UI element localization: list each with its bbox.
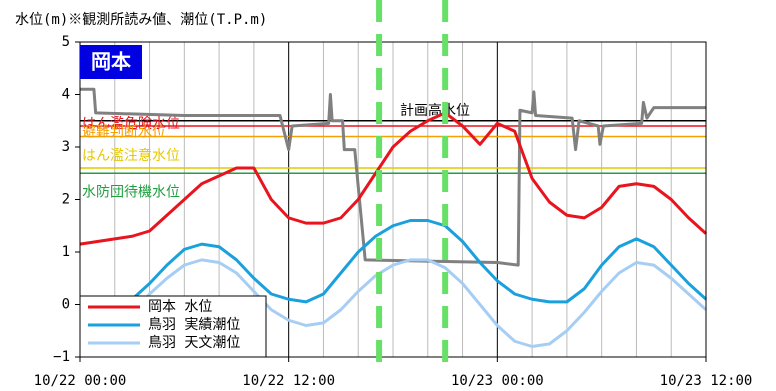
chart: 水位(m)※観測所読み値、潮位(T.P.m) 10/22 00:00 10/22 … (0, 0, 776, 391)
legend-label: 岡本 水位 (148, 299, 212, 315)
y-tick-label: 4 (62, 87, 70, 103)
legend-label: 鳥羽 実績潮位 (148, 317, 240, 333)
threshold-label: はん濫注意水位 (82, 147, 180, 164)
y-tick-label: 2 (62, 192, 70, 208)
y-tick-label: 3 (62, 139, 70, 155)
x-tick-label: 10/23 00:00 (451, 373, 544, 389)
threshold-label: 水防団待機水位 (82, 184, 180, 200)
x-tick-label: 10/22 00:00 (34, 373, 127, 389)
y-tick-label: −1 (53, 349, 70, 365)
legend-label: 鳥羽 天文潮位 (148, 335, 240, 351)
station-label: 岡本 (91, 50, 131, 74)
x-tick-label: 10/23 12:00 (660, 373, 753, 389)
y-tick-label: 1 (62, 244, 70, 260)
chart-title: 水位(m)※観測所読み値、潮位(T.P.m) (15, 11, 267, 28)
threshold-label: 避難判断水位 (82, 125, 166, 141)
x-tick-label: 10/22 12:00 (242, 373, 335, 389)
y-tick-label: 0 (62, 297, 70, 313)
y-tick-label: 5 (62, 34, 70, 50)
